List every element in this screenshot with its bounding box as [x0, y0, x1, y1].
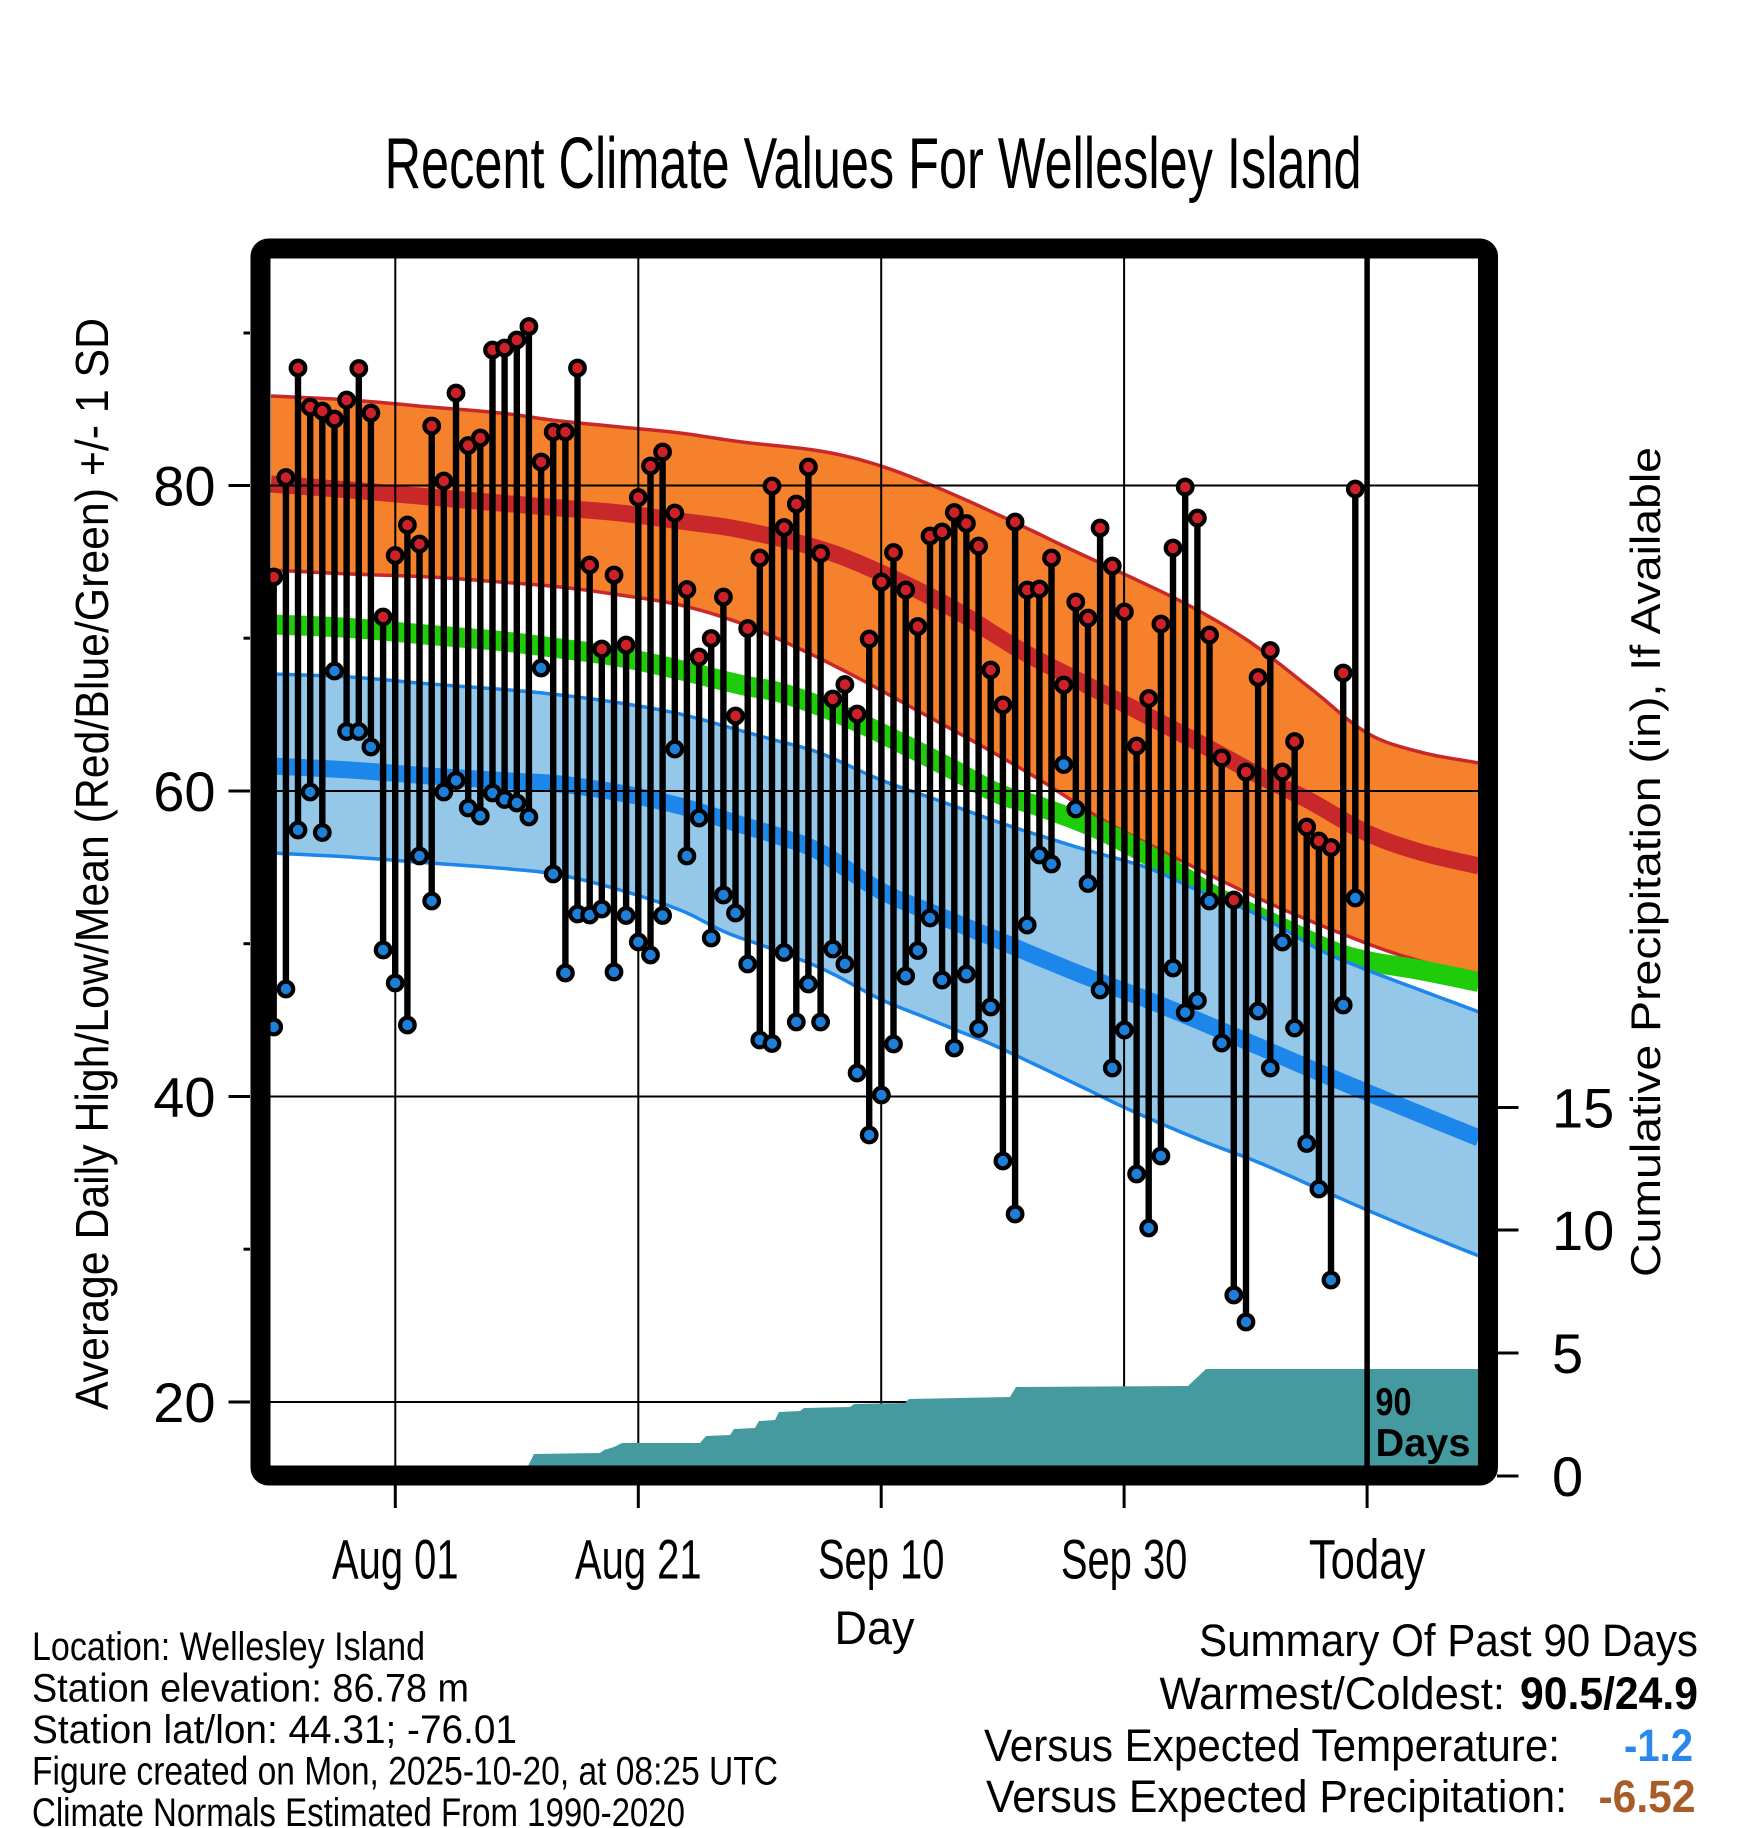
svg-text:Figure created on Mon, 2025-10: Figure created on Mon, 2025-10-20, at 08… — [32, 1750, 778, 1794]
svg-text:20: 20 — [153, 1371, 215, 1434]
svg-text:Today: Today — [1309, 1528, 1426, 1591]
svg-text:Cumulative Precipitation (in),: Cumulative Precipitation (in), If Availa… — [1622, 447, 1669, 1277]
svg-text:Station elevation: 86.78 m: Station elevation: 86.78 m — [32, 1667, 469, 1711]
svg-text:15: 15 — [1552, 1077, 1614, 1140]
svg-text:Sep 10: Sep 10 — [818, 1528, 945, 1591]
svg-text:40: 40 — [153, 1066, 215, 1129]
svg-text:Day: Day — [835, 1601, 915, 1654]
svg-text:5: 5 — [1552, 1322, 1583, 1385]
svg-text:Recent Climate Values For Well: Recent Climate Values For Wellesley Isla… — [385, 124, 1362, 204]
svg-text:60: 60 — [153, 760, 215, 823]
svg-text:Summary Of Past 90 Days: Summary Of Past 90 Days — [1199, 1615, 1698, 1666]
svg-text:Climate Normals Estimated From: Climate Normals Estimated From 1990-2020 — [32, 1791, 685, 1828]
svg-text:Versus Expected Precipitation:: Versus Expected Precipitation: — [986, 1771, 1567, 1822]
svg-text:Warmest/Coldest:: Warmest/Coldest: — [1160, 1668, 1506, 1719]
svg-text:80: 80 — [153, 455, 215, 518]
svg-text:Aug 21: Aug 21 — [575, 1528, 702, 1591]
svg-text:10: 10 — [1552, 1199, 1614, 1262]
svg-text:Location: Wellesley Island: Location: Wellesley Island — [32, 1625, 425, 1669]
svg-text:0: 0 — [1552, 1445, 1583, 1508]
svg-text:Average Daily High/Low/Mean (R: Average Daily High/Low/Mean (Red/Blue/Gr… — [66, 318, 118, 1410]
svg-text:90: 90 — [1376, 1381, 1412, 1424]
svg-text:-1.2: -1.2 — [1624, 1720, 1693, 1771]
svg-text:Station lat/lon: 44.31; -76.01: Station lat/lon: 44.31; -76.01 — [32, 1708, 517, 1752]
svg-text:Versus Expected Temperature:: Versus Expected Temperature: — [984, 1720, 1560, 1771]
svg-text:Sep 30: Sep 30 — [1061, 1528, 1188, 1591]
svg-text:Days: Days — [1376, 1422, 1471, 1465]
svg-text:Aug 01: Aug 01 — [332, 1528, 459, 1591]
svg-text:-6.52: -6.52 — [1599, 1771, 1696, 1822]
svg-text:90.5/24.9: 90.5/24.9 — [1520, 1668, 1698, 1719]
